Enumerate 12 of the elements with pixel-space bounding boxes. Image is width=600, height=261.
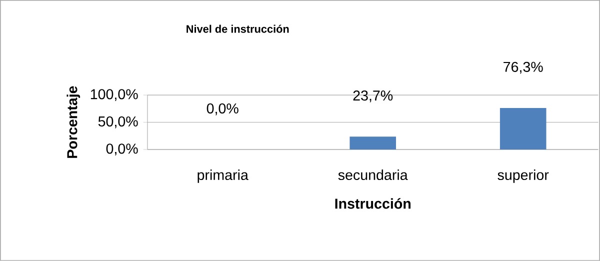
y-axis-title: Porcentaje <box>66 86 80 158</box>
y-tick-label: 100,0% <box>90 89 138 102</box>
data-label: 76,3% <box>504 62 543 74</box>
data-label: 0,0% <box>206 103 238 116</box>
x-axis-title: Instrucción <box>335 198 410 209</box>
data-label: 23,7% <box>353 90 393 102</box>
y-tick-label: 50,0% <box>98 116 138 128</box>
y-tick-label: 0,0% <box>106 144 138 156</box>
x-tick-label: superior <box>498 170 549 183</box>
x-tick-label: secundaria <box>338 170 408 180</box>
x-tick-label: primaria <box>198 170 248 183</box>
chart-title: Nivel de instrucción <box>186 24 289 33</box>
